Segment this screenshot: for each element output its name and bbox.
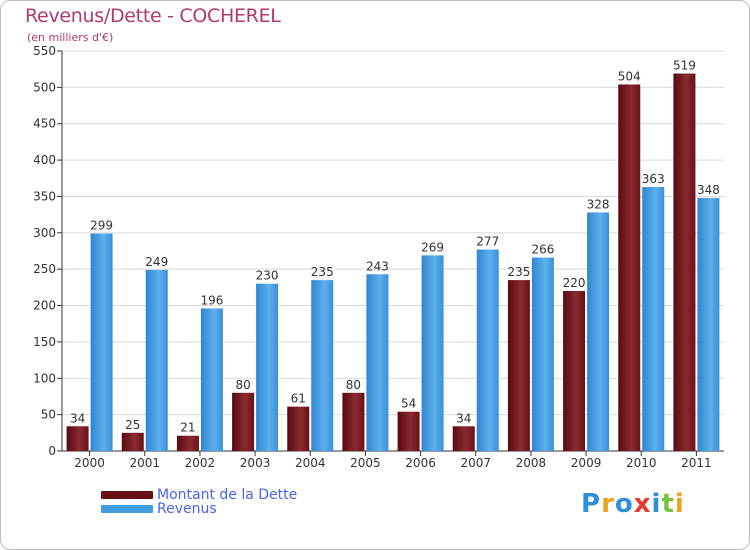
bar-debt [121, 432, 144, 451]
bar-debt [66, 426, 89, 451]
bar-debt [507, 280, 530, 451]
bar-revenus [145, 269, 168, 451]
bar-revenus-label: 230 [256, 269, 279, 283]
bar-debt [232, 392, 255, 451]
bar-debt [397, 411, 420, 451]
chart-subtitle: (en milliers d'€) [27, 31, 114, 44]
bar-revenus [642, 187, 665, 451]
bar-revenus [531, 257, 554, 451]
x-tick-label: 2002 [185, 456, 216, 470]
y-tick-label: 100 [33, 371, 56, 385]
logo-letter: i [651, 489, 662, 519]
x-tick-label: 2000 [74, 456, 105, 470]
bar-revenus [697, 197, 720, 451]
bar-debt-label: 54 [401, 397, 416, 411]
x-tick-label: 2006 [405, 456, 436, 470]
logo-letter: i [674, 489, 685, 519]
bar-revenus-label: 277 [476, 235, 499, 249]
bar-debt [342, 392, 365, 451]
bar-debt-label: 34 [456, 411, 471, 425]
x-tick-label: 2007 [460, 456, 491, 470]
bar-revenus-label: 269 [421, 240, 444, 254]
chart-title: Revenus/Dette - COCHEREL [25, 5, 281, 27]
legend-label-revenus: Revenus [157, 501, 217, 517]
legend-swatch-revenus [101, 505, 153, 513]
bar-revenus-label: 348 [697, 183, 720, 197]
bar-revenus-label: 363 [642, 172, 665, 186]
bar-revenus-label: 196 [200, 293, 223, 307]
bar-revenus-label: 266 [531, 243, 554, 257]
bar-revenus [256, 283, 279, 451]
bar-debt-label: 504 [618, 69, 641, 83]
logo-letter: r [601, 489, 615, 519]
y-tick-label: 400 [33, 153, 56, 167]
y-tick-label: 550 [33, 44, 56, 58]
bar-revenus-label: 235 [311, 265, 334, 279]
legend-label-debt: Montant de la Dette [157, 487, 298, 503]
bar-debt-label: 220 [563, 276, 586, 290]
y-tick-label: 250 [33, 262, 56, 276]
bar-revenus [587, 212, 610, 451]
x-tick-label: 2011 [681, 456, 712, 470]
logo-letter: t [661, 489, 675, 519]
bar-debt [673, 73, 696, 451]
x-tick-label: 2009 [571, 456, 602, 470]
bar-debt-label: 519 [673, 59, 696, 73]
bar-revenus [311, 280, 334, 451]
y-tick-label: 150 [33, 335, 56, 349]
bar-revenus [421, 255, 444, 451]
bar-debt-label: 61 [291, 392, 306, 406]
y-tick-label: 500 [33, 80, 56, 94]
axis-layer: 0 50 100 150 200 250 300 350 400 450 500 550 2000 200… [33, 44, 724, 470]
y-tick-label: 0 [48, 444, 56, 458]
bar-debt-label: 235 [507, 265, 530, 279]
x-tick-label: 2010 [626, 456, 657, 470]
bar-revenus [476, 249, 499, 451]
bar-debt [452, 426, 475, 451]
y-tick-label: 350 [33, 189, 56, 203]
y-tick-label: 300 [33, 226, 56, 240]
logo-letter: x [633, 489, 652, 519]
bar-debt [618, 84, 641, 452]
bar-debt-label: 25 [125, 418, 140, 432]
x-tick-label: 2003 [240, 456, 271, 470]
legend-item-revenus: Revenus [101, 501, 217, 517]
bar-debt-label: 34 [70, 411, 85, 425]
y-tick-label: 200 [33, 299, 56, 313]
x-tick-label: 2001 [129, 456, 160, 470]
bar-revenus [90, 233, 113, 451]
label-layer: 34 299 25 249 21 196 80 230 61 235 80 243 54 269 34 277… [70, 59, 720, 435]
bar-debt [176, 435, 199, 451]
logo-letter: P [581, 489, 602, 519]
bar-revenus-label: 249 [145, 255, 168, 269]
legend-swatch-debt [101, 491, 153, 499]
grid-layer [62, 50, 724, 416]
y-tick-label: 450 [33, 117, 56, 131]
legend-item-debt: Montant de la Dette [101, 487, 297, 503]
proxiti-logo: Proxiti [581, 489, 685, 519]
bar-revenus-label: 328 [587, 197, 610, 211]
bar-debt [287, 406, 310, 451]
bar-debt-label: 80 [346, 378, 361, 392]
bar-debt-label: 80 [235, 378, 250, 392]
bar-revenus-label: 243 [366, 259, 389, 273]
bar-layer [66, 73, 720, 452]
bar-revenus [200, 308, 223, 451]
x-tick-label: 2004 [295, 456, 326, 470]
x-tick-label: 2008 [516, 456, 547, 470]
logo-letter: o [614, 489, 634, 519]
y-tick-label: 50 [41, 408, 56, 422]
bar-debt [563, 291, 586, 451]
x-tick-label: 2005 [350, 456, 381, 470]
bar-revenus-label: 299 [90, 219, 113, 233]
bar-revenus [366, 274, 389, 451]
bar-debt-label: 21 [180, 421, 195, 435]
